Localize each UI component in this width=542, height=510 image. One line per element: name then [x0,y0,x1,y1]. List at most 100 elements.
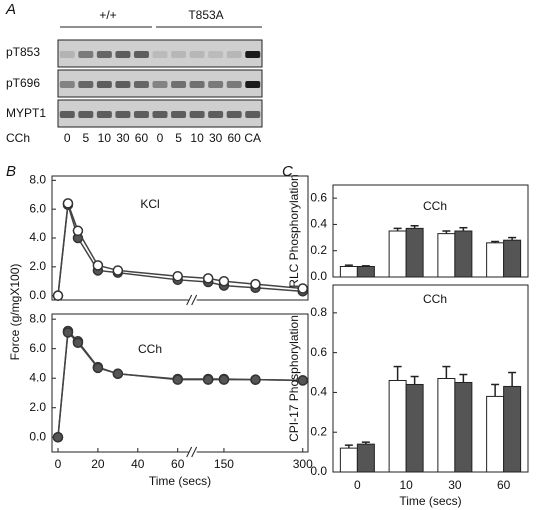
subplot-title: KCl [140,197,159,211]
blot-band [226,51,242,58]
x-axis-label: Time (secs) [399,494,461,508]
subplot-title: CCh [423,199,447,213]
blot-band [152,81,168,88]
blot-band [59,51,75,58]
row-label: pT853 [6,45,40,59]
blot-band [226,81,242,88]
point [250,278,261,290]
blot-row [57,39,263,68]
bar [437,378,456,473]
blot-band [171,81,187,88]
bar [388,379,407,473]
axis-break [186,294,193,306]
y-tick-label: 6.0 [29,201,46,215]
x-tick-label: 10 [399,478,413,492]
point [172,270,183,282]
x-tick-label: 0 [354,478,361,492]
lane-label: 30 [116,131,130,145]
y-tick-label: 0.0 [310,269,327,283]
lane-label: 60 [135,131,149,145]
y-tick-label: 8.0 [29,311,46,325]
point [62,327,74,338]
bar [454,230,473,278]
subplot-title: CCh [423,292,447,306]
group-label: +/+ [99,8,116,22]
point [112,265,124,276]
y-tick-label: 4.0 [29,230,46,244]
group-label: T853A [188,8,223,22]
subplot-title: CCh [138,342,162,356]
plot-frame [332,184,529,278]
blot-band [96,81,112,88]
lane-label: CA [244,131,261,145]
blot-band [115,51,131,58]
point [72,225,84,237]
y-tick-label: 0.6 [310,345,327,359]
blot-band [189,51,205,58]
blot-band [78,51,94,58]
lane-label: 60 [228,131,242,145]
point [52,431,64,443]
blot-band [208,81,224,88]
x-tick-label: 300 [293,457,313,471]
axis-break [186,446,193,458]
bar [356,265,375,278]
x-tick-label: 150 [214,457,234,471]
blot-band [133,81,149,88]
blot-band [59,81,75,88]
bar [388,230,407,278]
plot-frame [51,313,309,453]
y-tick-label: 0.4 [310,385,327,399]
blot-band [133,51,149,58]
point [52,290,64,301]
blot-band [115,111,131,118]
y-tick-label: 0.8 [310,305,327,319]
x-tick-label: 20 [91,457,105,471]
blot-band [78,111,94,118]
row-label: pT696 [6,76,40,90]
bar [454,381,473,473]
point [92,362,104,374]
blot-band [78,81,94,88]
series-line [57,203,303,296]
lane-label: 5 [82,131,89,145]
axis-break [191,294,198,306]
bar [339,265,358,278]
x-axis-label: Time (secs) [149,474,211,488]
axis-break [191,446,198,458]
lane-label: 5 [175,131,182,145]
bar [405,383,424,473]
point [112,368,124,380]
y-tick-label: 0.2 [310,243,327,257]
x-tick-label: 40 [131,457,145,471]
blot-band [171,51,187,58]
point [250,374,261,385]
y-tick-label: 4.0 [29,370,46,384]
plot-frame [332,284,529,473]
point [202,273,214,284]
y-tick-label: 2.0 [29,259,46,273]
y-axis-label: RLC Phosphorylation [287,174,301,287]
point [62,198,74,209]
blot-band [152,51,168,58]
lane-title: CCh [6,131,30,145]
x-tick-label: 60 [171,457,185,471]
lane-label: 10 [190,131,204,145]
y-tick-label: 6.0 [29,341,46,355]
y-tick-label: 0.0 [310,464,327,478]
y-axis-label: CPI-17 Phosphorylation [287,315,301,442]
x-tick-label: 30 [448,478,462,492]
x-tick-label: 0 [55,457,62,471]
point [218,276,230,287]
blot-band [59,111,75,118]
blot-band [189,111,205,118]
blot-band [152,111,168,118]
point [172,374,183,385]
panel-label: A [5,1,16,18]
blot-band [133,111,149,118]
point [72,337,84,349]
bar [437,233,456,278]
bar [486,395,505,473]
blot-band [226,111,242,118]
